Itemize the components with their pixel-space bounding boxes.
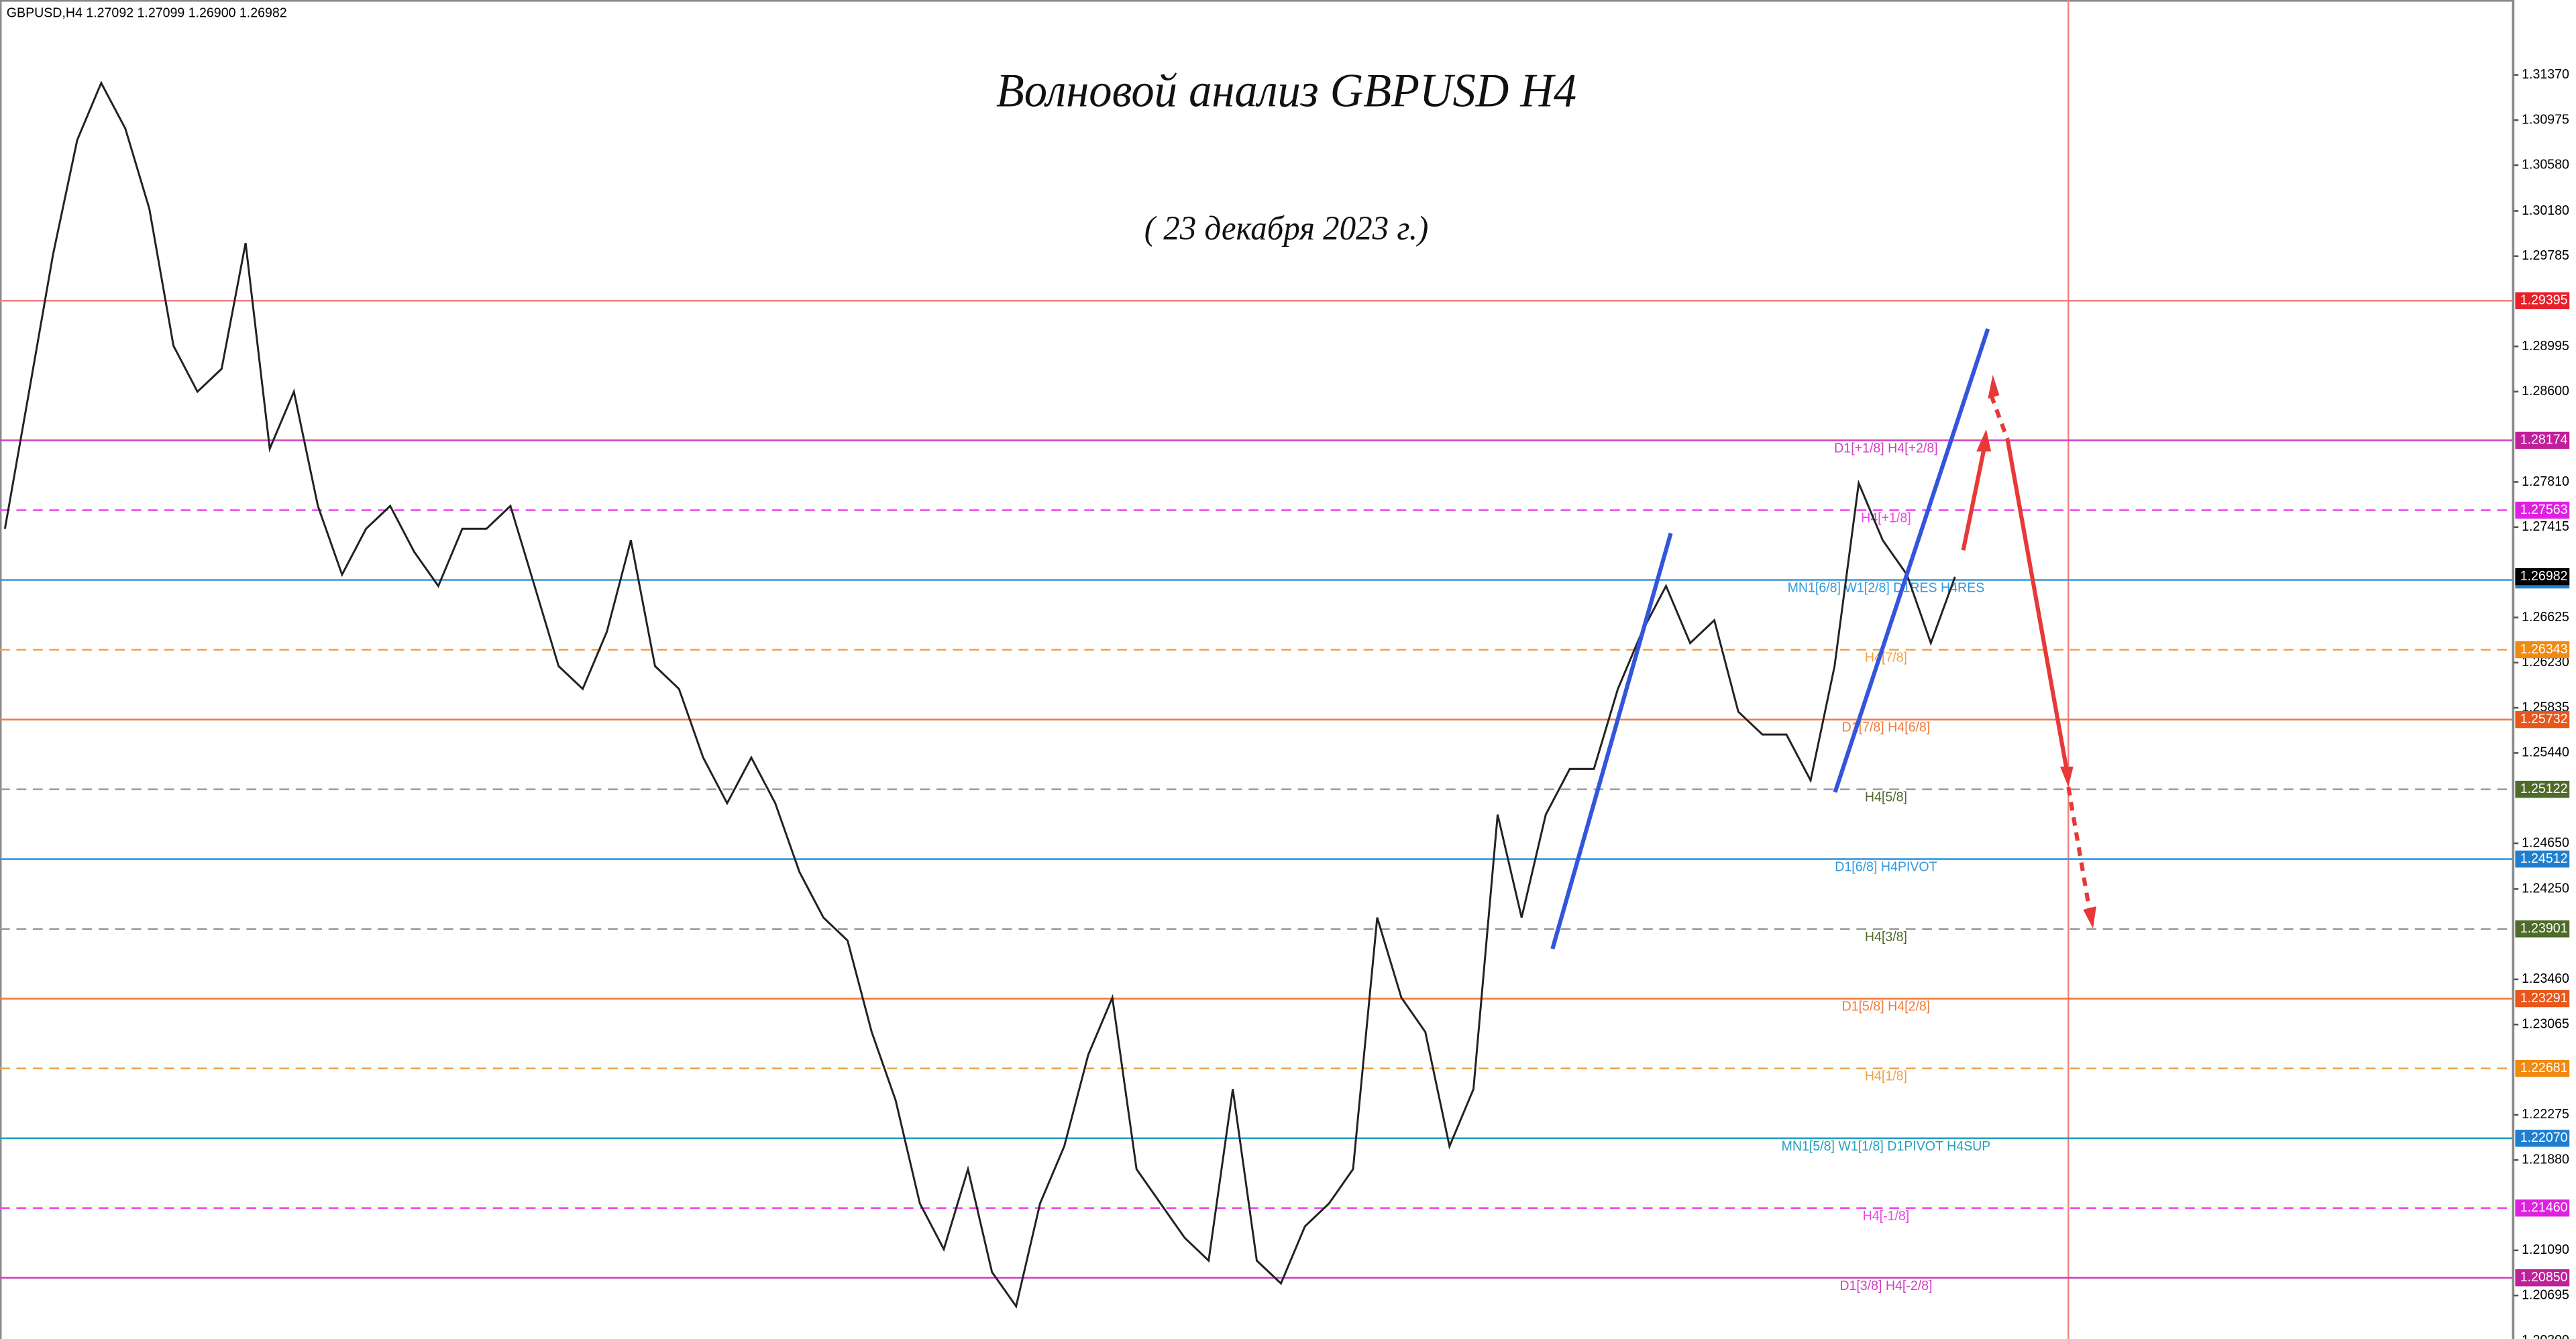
y-tick-label: 1.25835 — [2522, 700, 2569, 714]
price-box-label: 1.25732 — [2520, 712, 2568, 727]
price-box — [2515, 431, 2570, 449]
y-tick-label: 1.30180 — [2522, 203, 2569, 218]
arrow — [1961, 445, 1987, 551]
price-box-label: 1.23901 — [2520, 921, 2568, 936]
y-tick-label: 1.20695 — [2522, 1287, 2569, 1302]
level-label: D1[6/8] H4PIVOT — [1835, 859, 1937, 874]
current-price-box — [2515, 568, 2570, 586]
price-box-label: 1.22681 — [2520, 1061, 2568, 1075]
level-label: H4[3/8] — [1865, 929, 1907, 944]
price-box-label: 1.27563 — [2520, 502, 2568, 517]
level-label: H4[7/8] — [1865, 650, 1907, 665]
price-axis — [2513, 0, 2576, 1339]
y-tick-label: 1.30975 — [2522, 112, 2569, 127]
price-box-label: 1.26343 — [2520, 642, 2568, 657]
y-tick-label: 1.24250 — [2522, 881, 2569, 896]
chart-subtitle: ( 23 декабря 2023 г.) — [1144, 209, 1429, 247]
y-tick-label: 1.28600 — [2522, 384, 2569, 398]
price-box — [2515, 1059, 2570, 1077]
y-tick-label: 1.30580 — [2522, 157, 2569, 172]
trend-line — [1550, 532, 1673, 950]
y-tick-label: 1.22275 — [2522, 1107, 2569, 1122]
arrow-head — [2060, 766, 2074, 788]
header: GBPUSD,H4 1.27092 1.27099 1.26900 1.2698… — [7, 5, 287, 20]
price-box-label: 1.24512 — [2520, 851, 2568, 866]
price-box — [2515, 1130, 2570, 1147]
price-box-label: 1.25122 — [2520, 782, 2568, 796]
price-box — [2515, 1199, 2570, 1217]
price-box-label: 1.29395 — [2520, 292, 2568, 307]
arrow-head — [1988, 374, 2000, 399]
arrow — [2066, 786, 2092, 912]
price-box — [2515, 292, 2570, 309]
price-box — [2515, 641, 2570, 659]
level-label: MN1[5/8] W1[1/8] D1PIVOT H4SUP — [1782, 1139, 1991, 1154]
level-label: D1[5/8] H4[2/8] — [1842, 999, 1931, 1014]
y-tick-label: 1.29785 — [2522, 248, 2569, 263]
y-tick-label: 1.27810 — [2522, 474, 2569, 488]
level-label: H4[-1/8] — [1863, 1209, 1910, 1224]
price-box — [2515, 1269, 2570, 1287]
level-label: MN1[6/8] W1[2/8] D1RES H4RES — [1788, 580, 1985, 595]
price-box-label: 1.23291 — [2520, 991, 2568, 1006]
y-tick-label: 1.27415 — [2522, 519, 2569, 534]
level-label: H4[1/8] — [1865, 1069, 1907, 1083]
price-box — [2515, 710, 2570, 729]
y-tick-label: 1.26230 — [2522, 655, 2569, 670]
current-price-label: 1.26982 — [2520, 569, 2568, 584]
y-tick-label: 1.21880 — [2522, 1152, 2569, 1167]
y-tick-label: 1.25440 — [2522, 745, 2569, 759]
level-label: H4[+1/8] — [1861, 511, 1911, 525]
level-label: H4[5/8] — [1865, 790, 1907, 804]
price-box — [2515, 989, 2570, 1008]
arrow — [2005, 439, 2069, 771]
price-box — [2515, 780, 2570, 798]
y-tick-label: 1.26625 — [2522, 609, 2569, 624]
price-box — [2515, 501, 2570, 519]
y-tick-label: 1.28995 — [2522, 339, 2569, 354]
y-tick-label: 1.23460 — [2522, 971, 2569, 986]
price-box-label: 1.20850 — [2520, 1270, 2568, 1285]
arrow — [1989, 394, 2010, 441]
price-box-label: 1.28174 — [2520, 432, 2568, 447]
chart-title: Волновой анализ GBPUSD H4 — [996, 64, 1576, 117]
annotations — [1550, 328, 2096, 950]
y-tick-label: 1.31370 — [2522, 67, 2569, 82]
arrow-head — [2083, 906, 2096, 928]
y-tick-label: 1.24650 — [2522, 835, 2569, 850]
level-label: D1[7/8] H4[6/8] — [1842, 720, 1931, 735]
price-box — [2515, 850, 2570, 868]
price-box-label: 1.22070 — [2520, 1130, 2568, 1145]
level-label: D1[+1/8] H4[+2/8] — [1834, 441, 1938, 456]
level-label: D1[3/8] H4[-2/8] — [1839, 1278, 1932, 1293]
y-tick-label: 1.21090 — [2522, 1242, 2569, 1257]
trend-line — [1833, 328, 1990, 793]
price-box-label: 1.21460 — [2520, 1200, 2568, 1215]
price-line — [3, 81, 1956, 1309]
y-tick-label: 1.23065 — [2522, 1016, 2569, 1031]
y-tick-label: 1.20300 — [2522, 1333, 2569, 1339]
price-box — [2515, 920, 2570, 938]
